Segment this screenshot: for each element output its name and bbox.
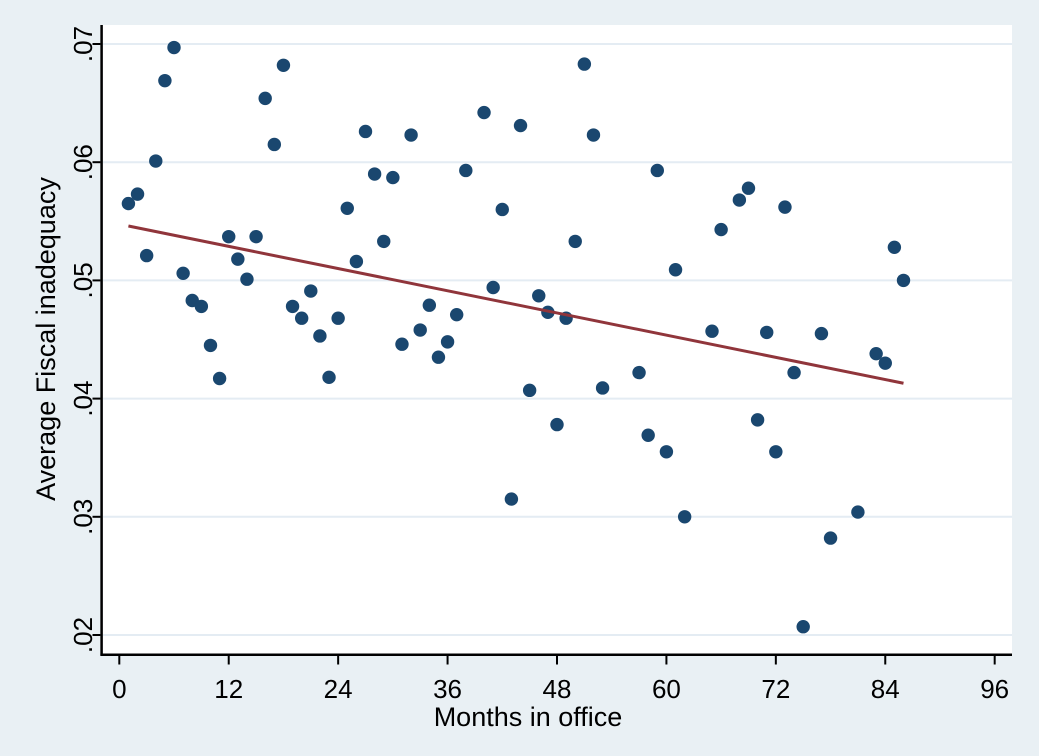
- data-point: [504, 492, 519, 506]
- x-tick-label: 96: [980, 674, 1009, 704]
- data-point: [431, 350, 446, 364]
- data-point: [532, 289, 546, 303]
- data-point: [130, 187, 145, 201]
- data-point: [203, 338, 218, 353]
- x-tick-label: 48: [543, 674, 572, 704]
- x-axis-title: Months in office: [433, 702, 623, 732]
- y-tick-label: .07: [68, 26, 98, 62]
- x-tick-label: 0: [112, 674, 126, 704]
- data-point: [577, 57, 592, 71]
- data-point: [231, 252, 245, 266]
- data-point: [787, 365, 801, 380]
- data-point: [522, 383, 537, 398]
- data-point: [896, 273, 911, 288]
- x-tick-label: 24: [324, 674, 353, 704]
- data-point: [158, 73, 172, 88]
- y-tick-label: .06: [68, 144, 98, 180]
- data-point: [568, 234, 582, 249]
- data-point: [395, 337, 409, 351]
- data-point: [386, 170, 400, 185]
- x-tick-label: 12: [214, 674, 243, 704]
- data-point: [814, 326, 829, 341]
- data-point: [322, 370, 336, 385]
- data-point: [878, 356, 892, 370]
- data-point: [769, 445, 783, 459]
- data-point: [495, 202, 509, 217]
- data-point: [760, 325, 774, 340]
- x-tick-label: 72: [761, 674, 790, 704]
- data-point: [486, 280, 500, 295]
- data-point: [313, 329, 327, 343]
- data-point: [422, 298, 437, 312]
- data-point: [677, 510, 692, 524]
- data-point: [404, 128, 418, 142]
- x-tick-label: 84: [871, 674, 900, 704]
- data-point: [349, 254, 364, 269]
- data-point: [459, 163, 473, 178]
- data-point: [149, 154, 163, 168]
- data-point: [668, 263, 683, 277]
- data-point: [851, 505, 865, 519]
- data-point: [586, 128, 601, 142]
- data-point: [267, 137, 282, 152]
- y-tick-label: .04: [68, 381, 98, 417]
- data-point: [887, 240, 902, 255]
- data-point: [869, 346, 883, 361]
- data-point: [477, 105, 491, 120]
- data-point: [139, 248, 154, 263]
- data-point: [249, 229, 263, 244]
- data-point: [714, 222, 728, 237]
- data-point: [595, 381, 610, 395]
- data-point: [276, 58, 291, 72]
- data-point: [796, 620, 810, 634]
- y-tick-label: .03: [68, 499, 98, 535]
- plot-area: [103, 25, 1012, 654]
- data-point: [741, 181, 756, 195]
- data-point: [258, 91, 272, 106]
- data-point: [632, 365, 646, 380]
- data-point: [440, 335, 455, 349]
- data-point: [285, 299, 300, 314]
- data-point: [340, 201, 354, 215]
- data-point: [550, 417, 564, 432]
- data-point: [823, 531, 838, 545]
- data-point: [641, 428, 655, 442]
- y-tick-label: .05: [68, 262, 98, 298]
- data-point: [167, 40, 181, 55]
- data-point: [304, 284, 318, 298]
- y-axis-title: Average Fiscal inadequacy: [31, 177, 61, 501]
- data-point: [705, 324, 719, 338]
- data-point: [413, 323, 427, 337]
- data-point: [212, 371, 227, 386]
- data-point: [778, 200, 792, 214]
- data-point: [240, 272, 254, 286]
- y-tick-label: .02: [68, 617, 98, 653]
- data-point: [377, 234, 391, 249]
- data-point: [449, 307, 464, 322]
- fit-line: [128, 224, 904, 385]
- data-point: [358, 124, 373, 139]
- data-point: [659, 445, 674, 459]
- data-point: [331, 311, 345, 325]
- data-point: [121, 196, 136, 211]
- x-tick-label: 36: [433, 674, 462, 704]
- data-point: [176, 266, 190, 281]
- x-tick-label: 60: [652, 674, 681, 704]
- data-point: [222, 229, 236, 244]
- data-point: [650, 163, 664, 178]
- data-point: [732, 193, 747, 207]
- data-point: [194, 299, 209, 314]
- data-point: [294, 311, 309, 325]
- data-point: [750, 413, 765, 427]
- data-point: [367, 167, 382, 181]
- data-point: [513, 118, 528, 133]
